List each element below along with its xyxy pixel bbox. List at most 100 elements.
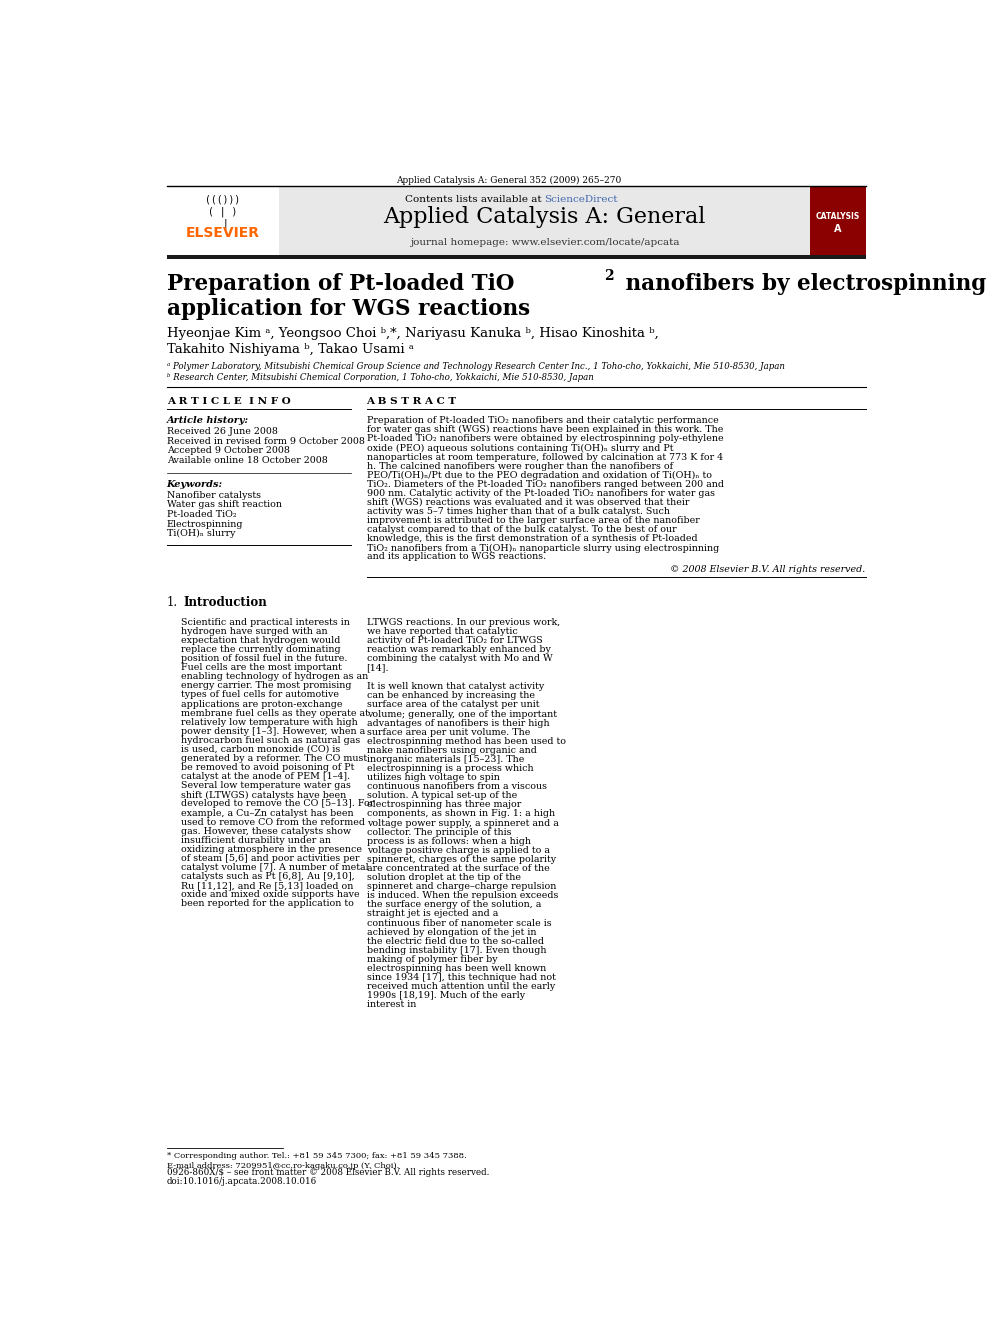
Text: components, as shown in Fig. 1: a high: components, as shown in Fig. 1: a high xyxy=(367,810,555,819)
Text: surface area per unit volume. The: surface area per unit volume. The xyxy=(367,728,530,737)
Text: nanofibers by electrospinning and their: nanofibers by electrospinning and their xyxy=(618,273,992,295)
Text: developed to remove the CO [5–13]. For: developed to remove the CO [5–13]. For xyxy=(181,799,374,808)
Text: voltage power supply, a spinneret and a: voltage power supply, a spinneret and a xyxy=(367,819,558,828)
Text: knowledge, this is the first demonstration of a synthesis of Pt-loaded: knowledge, this is the first demonstrati… xyxy=(367,534,697,544)
Text: TiO₂. Diameters of the Pt-loaded TiO₂ nanofibers ranged between 200 and: TiO₂. Diameters of the Pt-loaded TiO₂ na… xyxy=(367,480,723,488)
Text: 1990s [18,19]. Much of the early: 1990s [18,19]. Much of the early xyxy=(367,991,525,1000)
Text: 0926-860X/$ – see front matter © 2008 Elsevier B.V. All rights reserved.: 0926-860X/$ – see front matter © 2008 El… xyxy=(167,1168,489,1177)
Text: used to remove CO from the reformed: used to remove CO from the reformed xyxy=(181,818,365,827)
Text: enabling technology of hydrogen as an: enabling technology of hydrogen as an xyxy=(181,672,368,681)
Text: hydrocarbon fuel such as natural gas: hydrocarbon fuel such as natural gas xyxy=(181,736,360,745)
Text: h. The calcined nanofibers were rougher than the nanofibers of: h. The calcined nanofibers were rougher … xyxy=(367,462,673,471)
Text: we have reported that catalytic: we have reported that catalytic xyxy=(367,627,517,636)
Text: Fuel cells are the most important: Fuel cells are the most important xyxy=(181,663,341,672)
Text: generated by a reformer. The CO must: generated by a reformer. The CO must xyxy=(181,754,367,763)
Text: LTWGS reactions. In our previous work,: LTWGS reactions. In our previous work, xyxy=(367,618,559,627)
Text: combining the catalyst with Mo and W: combining the catalyst with Mo and W xyxy=(367,654,553,663)
Text: Preparation of Pt-loaded TiO₂ nanofibers and their catalytic performance: Preparation of Pt-loaded TiO₂ nanofibers… xyxy=(367,417,718,425)
Text: ((()))
( | )
 |: ((())) ( | ) | xyxy=(204,194,240,229)
Text: inorganic materials [15–23]. The: inorganic materials [15–23]. The xyxy=(367,755,524,763)
Text: make nanofibers using organic and: make nanofibers using organic and xyxy=(367,746,537,755)
Bar xyxy=(809,185,866,255)
Text: A B S T R A C T: A B S T R A C T xyxy=(367,397,456,406)
Text: of steam [5,6] and poor activities per: of steam [5,6] and poor activities per xyxy=(181,853,359,863)
Text: Keywords:: Keywords: xyxy=(167,480,223,490)
Text: Available online 18 October 2008: Available online 18 October 2008 xyxy=(167,456,327,464)
Text: Pt-loaded TiO₂ nanofibers were obtained by electrospinning poly-ethylene: Pt-loaded TiO₂ nanofibers were obtained … xyxy=(367,434,723,443)
Text: oxide and mixed oxide supports have: oxide and mixed oxide supports have xyxy=(181,890,359,900)
Text: can be enhanced by increasing the: can be enhanced by increasing the xyxy=(367,692,535,700)
Text: ᵃ Polymer Laboratory, Mitsubishi Chemical Group Science and Technology Research : ᵃ Polymer Laboratory, Mitsubishi Chemica… xyxy=(167,363,785,370)
Text: the surface energy of the solution, a: the surface energy of the solution, a xyxy=(367,901,541,909)
Text: Received in revised form 9 October 2008: Received in revised form 9 October 2008 xyxy=(167,437,364,446)
Text: electrospinning has three major: electrospinning has three major xyxy=(367,800,521,810)
Text: voltage positive charge is applied to a: voltage positive charge is applied to a xyxy=(367,845,550,855)
Text: is induced. When the repulsion exceeds: is induced. When the repulsion exceeds xyxy=(367,892,558,900)
Text: © 2008 Elsevier B.V. All rights reserved.: © 2008 Elsevier B.V. All rights reserved… xyxy=(671,565,866,574)
Text: activity was 5–7 times higher than that of a bulk catalyst. Such: activity was 5–7 times higher than that … xyxy=(367,507,670,516)
Text: membrane fuel cells as they operate at: membrane fuel cells as they operate at xyxy=(181,709,368,717)
Text: Hyeonjae Kim ᵃ, Yeongsoo Choi ᵇ,*, Nariyasu Kanuka ᵇ, Hisao Kinoshita ᵇ,: Hyeonjae Kim ᵃ, Yeongsoo Choi ᵇ,*, Nariy… xyxy=(167,327,659,340)
Text: straight jet is ejected and a: straight jet is ejected and a xyxy=(367,909,498,918)
Text: doi:10.1016/j.apcata.2008.10.016: doi:10.1016/j.apcata.2008.10.016 xyxy=(167,1176,316,1185)
Text: achieved by elongation of the jet in: achieved by elongation of the jet in xyxy=(367,927,536,937)
Text: types of fuel cells for automotive: types of fuel cells for automotive xyxy=(181,691,338,700)
Text: Several low temperature water gas: Several low temperature water gas xyxy=(181,782,350,790)
Text: ScienceDirect: ScienceDirect xyxy=(545,194,618,204)
Text: [14].: [14]. xyxy=(367,663,389,672)
Text: and its application to WGS reactions.: and its application to WGS reactions. xyxy=(367,553,546,561)
Text: applications are proton-exchange: applications are proton-exchange xyxy=(181,700,342,709)
Text: Applied Catalysis A: General 352 (2009) 265–270: Applied Catalysis A: General 352 (2009) … xyxy=(396,176,621,185)
Text: Contents lists available at: Contents lists available at xyxy=(405,194,545,204)
Text: Pt-loaded TiO₂: Pt-loaded TiO₂ xyxy=(167,511,236,519)
Text: for water gas shift (WGS) reactions have been explained in this work. The: for water gas shift (WGS) reactions have… xyxy=(367,425,723,434)
Text: replace the currently dominating: replace the currently dominating xyxy=(181,646,340,654)
Text: PEO/Ti(OH)ₙ/Pt due to the PEO degradation and oxidation of Ti(OH)ₙ to: PEO/Ti(OH)ₙ/Pt due to the PEO degradatio… xyxy=(367,471,711,480)
Text: collector. The principle of this: collector. The principle of this xyxy=(367,828,511,836)
Text: Received 26 June 2008: Received 26 June 2008 xyxy=(167,427,278,437)
Bar xyxy=(279,185,809,255)
Text: A: A xyxy=(834,224,841,234)
Text: insufficient durability under an: insufficient durability under an xyxy=(181,836,330,845)
Text: energy carrier. The most promising: energy carrier. The most promising xyxy=(181,681,351,691)
Text: 900 nm. Catalytic activity of the Pt-loaded TiO₂ nanofibers for water gas: 900 nm. Catalytic activity of the Pt-loa… xyxy=(367,490,714,497)
Text: hydrogen have surged with an: hydrogen have surged with an xyxy=(181,627,327,636)
Text: electrospinning has been well known: electrospinning has been well known xyxy=(367,964,546,972)
Text: Applied Catalysis A: General: Applied Catalysis A: General xyxy=(383,206,705,229)
Text: been reported for the application to: been reported for the application to xyxy=(181,900,353,909)
Text: solution droplet at the tip of the: solution droplet at the tip of the xyxy=(367,873,521,882)
Text: shift (LTWGS) catalysts have been: shift (LTWGS) catalysts have been xyxy=(181,790,346,799)
Text: continuous nanofibers from a viscous: continuous nanofibers from a viscous xyxy=(367,782,547,791)
Text: oxidizing atmosphere in the presence: oxidizing atmosphere in the presence xyxy=(181,845,361,853)
Text: journal homepage: www.elsevier.com/locate/apcata: journal homepage: www.elsevier.com/locat… xyxy=(410,238,680,246)
Text: ᵇ Research Center, Mitsubishi Chemical Corporation, 1 Toho-cho, Yokkaichi, Mie 5: ᵇ Research Center, Mitsubishi Chemical C… xyxy=(167,373,593,381)
Text: relatively low temperature with high: relatively low temperature with high xyxy=(181,717,357,726)
Text: 1.: 1. xyxy=(167,597,178,609)
Text: volume; generally, one of the important: volume; generally, one of the important xyxy=(367,709,557,718)
Text: shift (WGS) reactions was evaluated and it was observed that their: shift (WGS) reactions was evaluated and … xyxy=(367,497,689,507)
Text: electrospinning method has been used to: electrospinning method has been used to xyxy=(367,737,565,746)
Text: catalyst at the anode of PEM [1–4].: catalyst at the anode of PEM [1–4]. xyxy=(181,773,350,781)
Text: Introduction: Introduction xyxy=(184,597,268,609)
Text: are concentrated at the surface of the: are concentrated at the surface of the xyxy=(367,864,550,873)
Text: advantages of nanofibers is their high: advantages of nanofibers is their high xyxy=(367,718,550,728)
Text: interest in: interest in xyxy=(367,1000,416,1009)
Text: activity of Pt-loaded TiO₂ for LTWGS: activity of Pt-loaded TiO₂ for LTWGS xyxy=(367,636,543,644)
Text: position of fossil fuel in the future.: position of fossil fuel in the future. xyxy=(181,654,347,663)
Text: TiO₂ nanofibers from a Ti(OH)ₙ nanoparticle slurry using electrospinning: TiO₂ nanofibers from a Ti(OH)ₙ nanoparti… xyxy=(367,544,719,553)
Text: A R T I C L E  I N F O: A R T I C L E I N F O xyxy=(167,397,291,406)
Text: expectation that hydrogen would: expectation that hydrogen would xyxy=(181,636,340,644)
Text: application for WGS reactions: application for WGS reactions xyxy=(167,298,530,320)
Text: is used, carbon monoxide (CO) is: is used, carbon monoxide (CO) is xyxy=(181,745,340,754)
Text: since 1934 [17], this technique had not: since 1934 [17], this technique had not xyxy=(367,972,556,982)
Text: making of polymer fiber by: making of polymer fiber by xyxy=(367,955,497,964)
Text: continuous fiber of nanometer scale is: continuous fiber of nanometer scale is xyxy=(367,918,552,927)
Text: improvement is attributed to the larger surface area of the nanofiber: improvement is attributed to the larger … xyxy=(367,516,699,525)
Bar xyxy=(167,255,866,259)
Text: catalyst volume [7]. A number of metal: catalyst volume [7]. A number of metal xyxy=(181,863,368,872)
Text: Article history:: Article history: xyxy=(167,417,249,425)
Text: process is as follows: when a high: process is as follows: when a high xyxy=(367,836,531,845)
Text: gas. However, these catalysts show: gas. However, these catalysts show xyxy=(181,827,351,836)
Text: E-mail address: 7209951@cc.ro-kagaku.co.jp (Y. Choi).: E-mail address: 7209951@cc.ro-kagaku.co.… xyxy=(167,1163,399,1171)
Text: Nanofiber catalysts: Nanofiber catalysts xyxy=(167,491,261,500)
